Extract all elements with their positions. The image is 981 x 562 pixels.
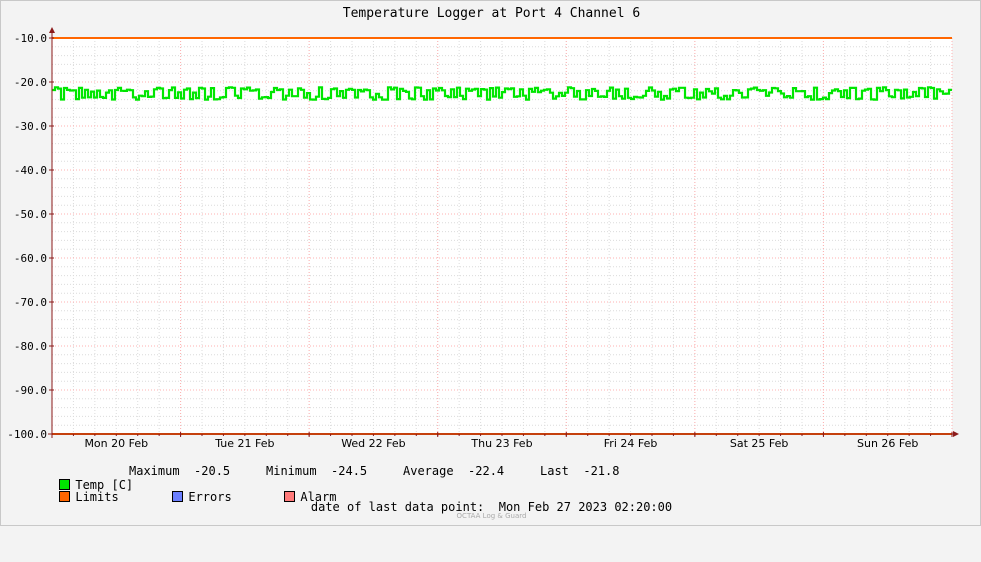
stat-last-label: Last (540, 464, 569, 478)
x-tick-label: Wed 22 Feb (341, 437, 405, 450)
last-data-label: date of last data point: (310, 500, 485, 514)
y-axis-arrow-icon (49, 27, 55, 33)
stat-average-label: Average (403, 464, 454, 478)
stat-last-value: -21.8 (583, 464, 620, 478)
stat-average-value: -22.4 (468, 464, 505, 478)
stat-minimum: Minimum -24.5 (266, 464, 367, 478)
x-tick-label: Thu 23 Feb (470, 437, 532, 450)
x-tick-label: Fri 24 Feb (604, 437, 658, 450)
x-tick-label: Sun 26 Feb (857, 437, 918, 450)
legend-alarm-label: Alarm (300, 490, 337, 504)
y-tick-label: -50.0 (14, 208, 47, 221)
stat-maximum-label: Maximum (129, 464, 180, 478)
legend-errors: Errors (129, 476, 232, 518)
y-tick-label: -20.0 (14, 76, 47, 89)
legend-alarm: Alarm (241, 476, 336, 518)
legend-errors-label: Errors (188, 490, 232, 504)
errors-swatch-icon (172, 491, 184, 502)
y-tick-label: -70.0 (14, 296, 47, 309)
series-line-temp (52, 86, 952, 101)
chart-frame: Temperature Logger at Port 4 Channel 6 -… (0, 0, 981, 526)
y-tick-label: -80.0 (14, 340, 47, 353)
stat-last: Last -21.8 (540, 464, 619, 478)
stat-maximum: Maximum -20.5 (129, 464, 230, 478)
alarm-swatch-icon (284, 491, 296, 502)
chart-title: Temperature Logger at Port 4 Channel 6 (342, 6, 641, 21)
last-data-point: date of last data point: Mon Feb 27 2023… (1, 500, 981, 514)
watermark: OCTAA Log & Guard (456, 512, 527, 520)
x-tick-label: Tue 21 Feb (214, 437, 274, 450)
stat-average: Average -22.4 (403, 464, 504, 478)
chart-plot: -10.0 -20.0 -30.0 -40.0 -50.0 -60.0 -70.0 -80.0… (7, 27, 959, 450)
legend-limits-label: Limits (75, 490, 119, 504)
y-tick-label: -90.0 (14, 384, 47, 397)
y-tick-label: -30.0 (14, 120, 47, 133)
legend-limits: Limits (16, 476, 119, 518)
legend-temp: Temp [C] (16, 464, 133, 506)
legend-row-stats: Temp [C] Maximum -20.5 Minimum -24.5 Ave… (16, 464, 619, 492)
x-axis-arrow-icon (953, 431, 959, 437)
limits-swatch-icon (59, 491, 71, 502)
legend-temp-label: Temp [C] (75, 478, 134, 492)
y-tick-label: -40.0 (14, 164, 47, 177)
temp-swatch-icon (59, 479, 71, 490)
x-tick-label: Sat 25 Feb (730, 437, 789, 450)
y-tick-label: -10.0 (14, 32, 47, 45)
last-data-value: Mon Feb 27 2023 02:20:00 (498, 500, 673, 514)
stat-minimum-value: -24.5 (331, 464, 368, 478)
y-tick-label: -100.0 (7, 428, 47, 441)
y-tick-label: -60.0 (14, 252, 47, 265)
stat-maximum-value: -20.5 (194, 464, 231, 478)
x-tick-label: Mon 20 Feb (84, 437, 148, 450)
stat-minimum-label: Minimum (266, 464, 317, 478)
legend-row-flags: Limits Errors Alarm (16, 476, 336, 504)
